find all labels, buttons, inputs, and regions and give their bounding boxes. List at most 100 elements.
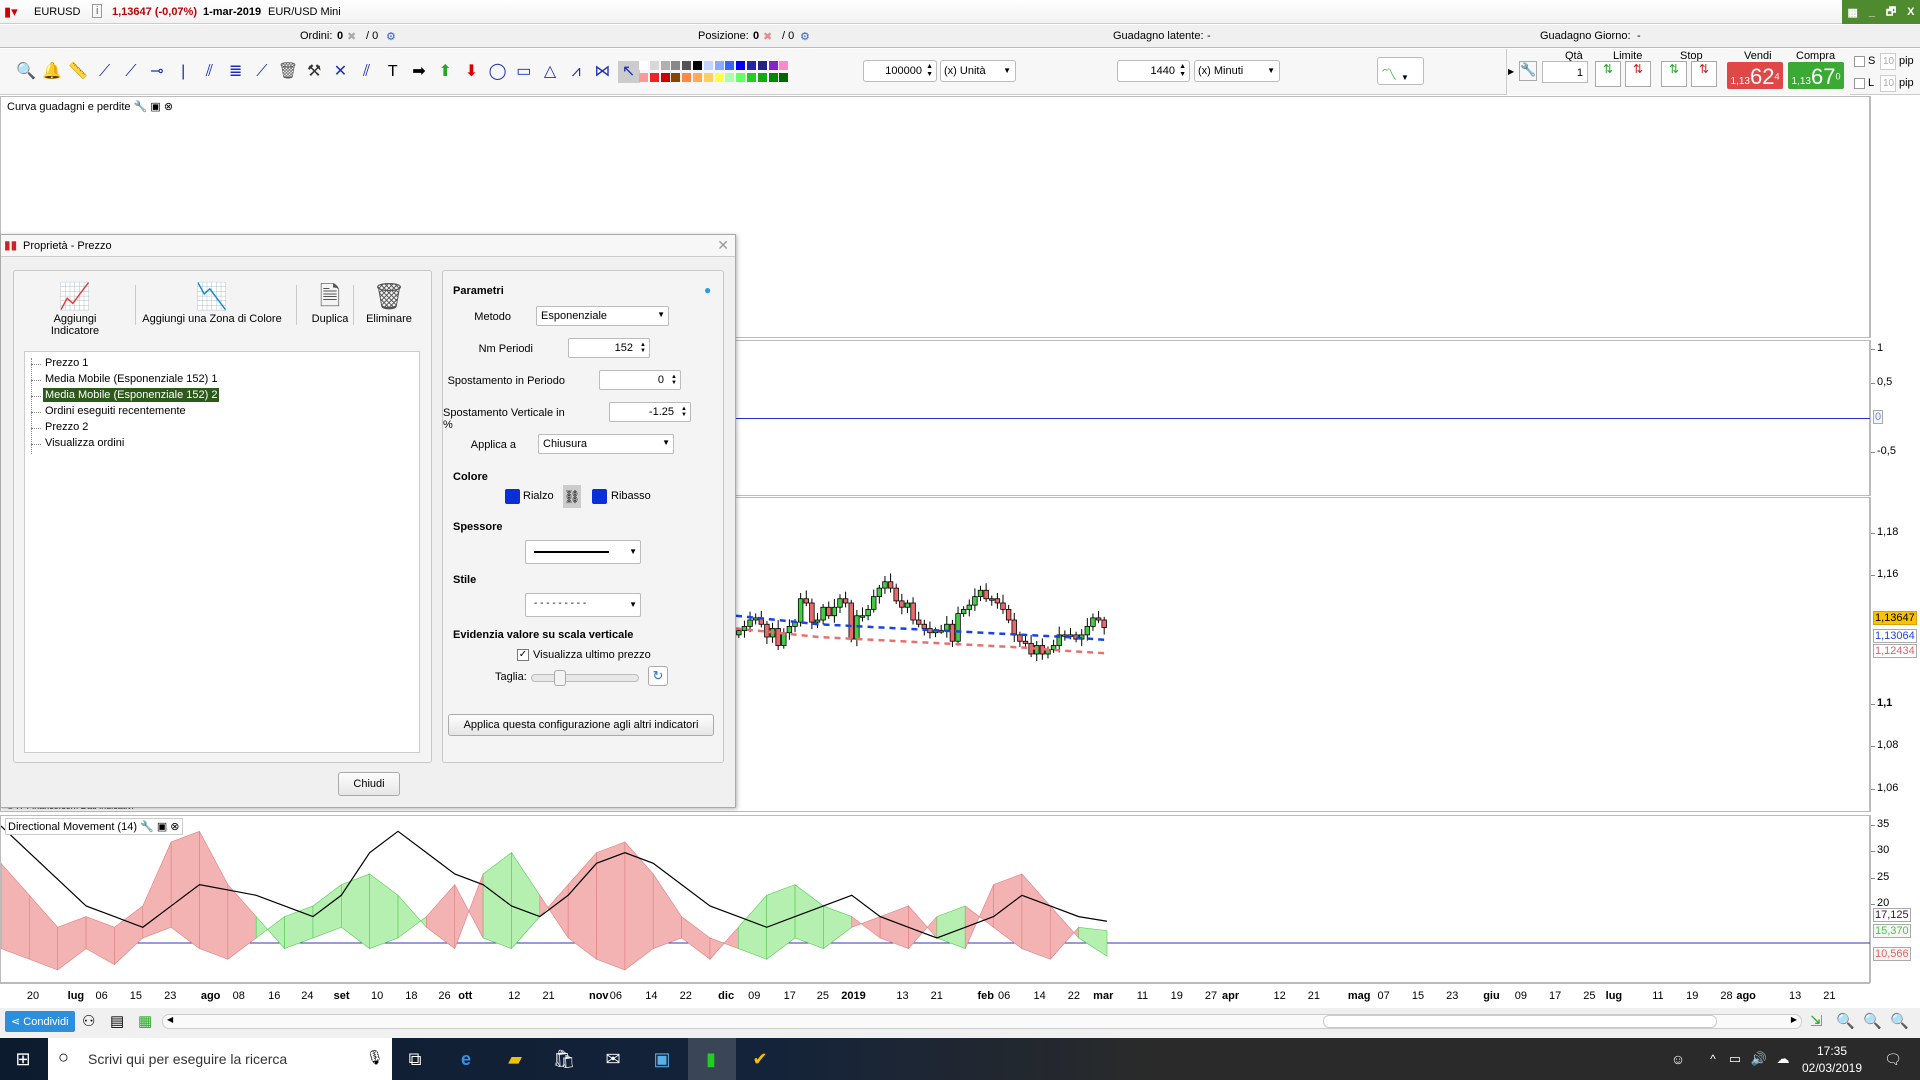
volume-icon[interactable]: 🔊 xyxy=(1750,1051,1768,1066)
wrench-icon[interactable]: 🔧 xyxy=(1519,61,1537,81)
color-swatch[interactable] xyxy=(779,61,789,70)
apply-all-button[interactable]: Applica questa configurazione agli altri… xyxy=(448,714,714,736)
stop-buy-button[interactable]: ⇅ xyxy=(1661,61,1687,87)
sell-button[interactable]: 1,13624 xyxy=(1727,62,1783,89)
show-last-price-checkbox[interactable]: ✓ xyxy=(517,649,529,661)
scrollbar-thumb[interactable] xyxy=(1323,1015,1717,1028)
vertical-line-icon[interactable]: | xyxy=(181,63,186,80)
horizontal-scrollbar[interactable]: ◀ ▶ xyxy=(162,1014,1802,1029)
method-select[interactable]: Esponenziale ▼ xyxy=(536,306,669,326)
zigzag-icon[interactable]: ⩘ xyxy=(571,63,581,80)
help-bubble-icon[interactable]: ● xyxy=(704,283,712,297)
dialog-close-icon[interactable]: ✕ xyxy=(717,237,729,253)
tools-icon[interactable]: ⚒ xyxy=(307,63,322,80)
price-axis[interactable]: 1,18 1,16 1,1 1,08 1,06 1,13647 1,13064 … xyxy=(1870,497,1920,812)
indicator-tree[interactable]: Prezzo 1 Media Mobile (Esponenziale 152) … xyxy=(24,351,420,753)
chart-type-button[interactable]: 〽 ▼ xyxy=(1377,57,1424,85)
trash-icon[interactable]: 🗑 xyxy=(277,63,299,80)
limit-sell-button[interactable]: ⇅ xyxy=(1625,61,1651,87)
color-swatch[interactable] xyxy=(639,61,648,70)
arrow-right-icon[interactable]: ➡ xyxy=(412,63,426,80)
directional-movement-panel[interactable]: Directional Movement (14) 🔧 ▣ ⊗ xyxy=(0,815,1871,983)
maximize-icon[interactable]: ▣ xyxy=(150,101,161,113)
dm-axis[interactable]: 35 30 25 20 17,125 15,370 10,566 xyxy=(1870,815,1920,983)
buy-button[interactable]: 1,13670 xyxy=(1788,62,1844,89)
gear-icon[interactable]: ⚙ xyxy=(386,31,396,43)
network-icon[interactable]: ▭ xyxy=(1728,1051,1742,1066)
parallel-channel-icon[interactable]: ⫽ xyxy=(205,63,213,80)
color-swatch[interactable] xyxy=(671,61,681,70)
down-color-swatch[interactable] xyxy=(592,489,607,504)
trading-app-icon[interactable]: ▮ xyxy=(706,1049,716,1069)
maximize-icon[interactable]: ▣ xyxy=(156,821,168,833)
duplicate-button[interactable]: 🗎 Duplica xyxy=(304,279,356,325)
store-icon[interactable]: 🛍 xyxy=(552,1049,576,1069)
ellipse-icon[interactable]: ◯ xyxy=(488,63,507,80)
close-panel-icon[interactable]: ⊗ xyxy=(170,821,180,833)
up-color-swatch[interactable] xyxy=(505,489,520,504)
tree-item[interactable]: Ordini eseguiti recentemente xyxy=(31,405,186,417)
s-pips-input[interactable]: 10 xyxy=(1880,53,1896,70)
chevron-up-icon[interactable]: ^ xyxy=(1710,1052,1716,1066)
tree-item[interactable]: Prezzo 2 xyxy=(30,421,89,433)
close-position-icon[interactable]: ✖ xyxy=(763,31,773,43)
oscillator-axis[interactable]: 1 0,5 0 -0,5 xyxy=(1870,340,1920,496)
triangle-icon[interactable]: △ xyxy=(543,63,557,80)
style-select[interactable]: - - - - - - - - - ▼ xyxy=(525,593,641,617)
s-checkbox[interactable] xyxy=(1854,56,1865,67)
color-swatch[interactable] xyxy=(649,73,659,82)
fan-icon[interactable]: ⋈ xyxy=(594,63,611,80)
periods-stepper[interactable]: 152 ▲ ▼ xyxy=(568,338,650,358)
cancel-orders-icon[interactable]: ✖ xyxy=(347,31,357,43)
symbol[interactable]: EURUSD xyxy=(34,6,81,18)
quantity-unit-select[interactable]: (x) Unità ▼ xyxy=(940,60,1016,82)
clock-time[interactable]: 17:35 xyxy=(1816,1044,1848,1058)
color-swatch[interactable] xyxy=(693,73,702,82)
scroll-left-icon[interactable]: ◀ xyxy=(167,1015,174,1024)
color-swatch[interactable] xyxy=(747,61,756,70)
calculator-icon[interactable]: ▤ xyxy=(110,1013,125,1030)
delete-button[interactable]: 🗑 Eliminare xyxy=(361,279,417,325)
interval-stepper[interactable]: 1440 ▲ ▼ xyxy=(1117,60,1190,82)
color-swatch[interactable] xyxy=(714,61,724,70)
close-button[interactable]: X xyxy=(1907,6,1915,18)
gear-icon[interactable]: ⚙ xyxy=(800,31,810,43)
cross-line-icon[interactable]: ✕ xyxy=(333,63,348,80)
scroll-right-icon[interactable]: ▶ xyxy=(1790,1015,1797,1024)
zoom-in-icon[interactable]: 🔍 xyxy=(1890,1013,1909,1030)
task-view-icon[interactable]: ⧉ xyxy=(408,1049,422,1069)
layout-icon[interactable]: ⚇ xyxy=(82,1013,96,1030)
stop-sell-button[interactable]: ⇅ xyxy=(1691,61,1717,87)
keyboard-icon[interactable]: ▦ xyxy=(1847,6,1858,19)
color-swatch[interactable] xyxy=(703,73,713,82)
mail-icon[interactable]: ✉ xyxy=(605,1049,621,1069)
color-swatch[interactable] xyxy=(639,73,648,82)
alarm-bell-icon[interactable]: 🔔 xyxy=(42,63,63,80)
link-colors-icon[interactable]: ⛓ xyxy=(563,485,581,508)
tree-item[interactable]: Visualizza ordini xyxy=(30,437,125,449)
autoscale-icon[interactable]: ⇲ xyxy=(1810,1013,1823,1030)
rectangle-icon[interactable]: ▭ xyxy=(516,63,532,80)
pointer-icon[interactable]: ↖ xyxy=(617,61,640,83)
expand-arrow-icon[interactable]: ▶ xyxy=(1508,67,1515,76)
people-icon[interactable]: ☺ xyxy=(1670,1051,1686,1067)
color-swatch[interactable] xyxy=(660,73,670,82)
vshift-stepper[interactable]: -1.25 ▲ ▼ xyxy=(609,402,691,422)
l-pips-input[interactable]: 10 xyxy=(1880,75,1896,92)
color-swatch[interactable] xyxy=(747,73,756,82)
color-swatch[interactable] xyxy=(725,61,735,70)
color-swatch[interactable] xyxy=(682,61,692,70)
clock-date[interactable]: 02/03/2019 xyxy=(1801,1061,1863,1075)
microphone-icon[interactable]: 🎙 xyxy=(366,1049,384,1065)
color-swatch[interactable] xyxy=(779,73,789,82)
horizontal-line-icon[interactable]: ⊸ xyxy=(150,63,164,80)
angled-lines-icon[interactable]: ⫽ xyxy=(363,63,371,80)
tree-item[interactable]: Prezzo 1 xyxy=(30,357,89,369)
wrench-icon[interactable]: 🔧 xyxy=(133,101,148,113)
l-checkbox[interactable] xyxy=(1854,78,1865,89)
color-swatch[interactable] xyxy=(757,61,767,70)
ruler-icon[interactable]: 📏 xyxy=(68,63,89,80)
candlestick-icon[interactable]: ▮▾ xyxy=(4,4,18,19)
color-swatch[interactable] xyxy=(736,73,746,82)
color-swatch[interactable] xyxy=(703,61,713,70)
